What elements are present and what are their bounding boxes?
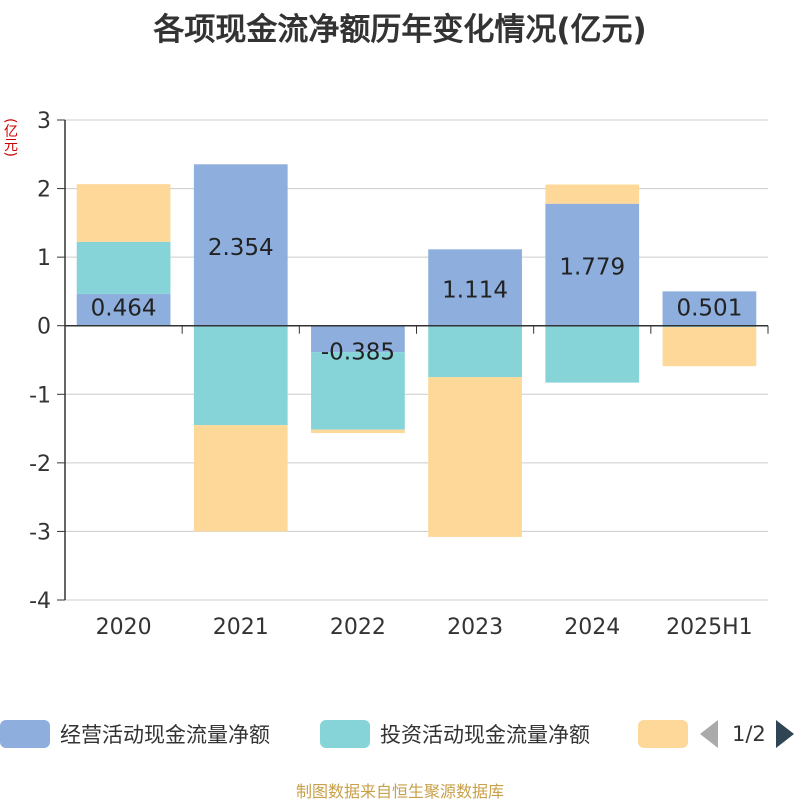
x-tick-label-2020: 2020 [96, 615, 152, 640]
data-labels: 0.464 2.354 -0.385 1.114 1.779 0.501 [91, 235, 743, 366]
legend-item-financing[interactable] [638, 714, 698, 754]
bar-2025H1-series-0 [662, 291, 757, 326]
bar-2023-series-2 [428, 377, 522, 537]
y-tick-label: -2 [29, 452, 51, 477]
legend-swatch-investing [320, 720, 370, 748]
legend: 经营活动现金流量净额 投资活动现金流量净额 1/2 [0, 714, 800, 754]
legend-page-indicator: 1/2 [732, 722, 766, 746]
bar-2024-series-1 [545, 325, 640, 383]
source-note: 制图数据来自恒生聚源数据库 [295, 782, 504, 801]
bar-group [76, 164, 757, 537]
data-label-2020: 0.464 [91, 296, 157, 322]
y-tick-label: 1 [37, 246, 51, 271]
bar-2020-series-1 [76, 241, 171, 294]
legend-label-investing: 投资活动现金流量净额 [380, 723, 590, 747]
legend-item-investing[interactable]: 投资活动现金流量净额 [320, 714, 590, 754]
x-tick-label-2022: 2022 [330, 615, 386, 640]
legend-swatch-operating [0, 720, 50, 748]
x-tick-label-2023: 2023 [447, 615, 503, 640]
legend-label-operating: 经营活动现金流量净额 [60, 723, 270, 747]
bar-2021-series-1 [193, 325, 288, 426]
y-tick-label: 0 [37, 315, 51, 340]
y-axis-unit: (亿元) [2, 118, 18, 157]
y-tick-label: -1 [29, 383, 51, 408]
next-page-icon[interactable] [775, 720, 794, 748]
bar-2024-series-2 [545, 184, 640, 204]
bar-2021-series-0 [193, 164, 288, 326]
data-label-2021: 2.354 [208, 235, 274, 261]
bar-2021-series-2 [193, 425, 288, 532]
data-label-2024: 1.779 [559, 255, 625, 281]
axes: -4 -3 -2 -1 0 1 2 3 2020 2021 2022 2023 2024 2025H1 [29, 109, 769, 640]
bar-2023-series-0 [428, 249, 522, 326]
bar-2023-series-1 [428, 325, 522, 378]
bar-2024-series-0 [545, 203, 640, 326]
x-tick-label-2025H1: 2025H1 [666, 615, 753, 640]
chart-title: 各项现金流净额历年变化情况(亿元) [153, 12, 647, 48]
y-tick-label: -3 [29, 520, 51, 545]
bar-2020-series-0 [76, 293, 171, 326]
bar-2022-series-0 [311, 325, 405, 353]
data-label-2022: -0.385 [321, 340, 395, 366]
bar-2025H1-series-2 [662, 327, 757, 367]
y-tick-label: -4 [29, 589, 51, 614]
legend-item-operating[interactable]: 经营活动现金流量净额 [0, 714, 270, 754]
bar-2020-series-2 [76, 184, 171, 242]
x-tick-label-2024: 2024 [564, 615, 620, 640]
grid-lines [65, 119, 768, 601]
legend-pager: 1/2 [700, 714, 800, 754]
bar-2022-series-1 [311, 352, 405, 430]
cash-flow-chart: -4 -3 -2 -1 0 1 2 3 2020 2021 2022 2023 2024 2025H1 0… [29, 109, 769, 640]
x-tick-label-2021: 2021 [213, 615, 269, 640]
y-tick-label: 2 [37, 178, 51, 203]
data-label-2023: 1.114 [442, 278, 508, 304]
legend-swatch-financing [638, 720, 688, 748]
bar-2022-series-2 [311, 429, 405, 434]
prev-page-icon[interactable] [700, 720, 718, 748]
y-tick-label: 3 [37, 109, 51, 134]
data-label-2025H1: 0.501 [676, 296, 742, 322]
